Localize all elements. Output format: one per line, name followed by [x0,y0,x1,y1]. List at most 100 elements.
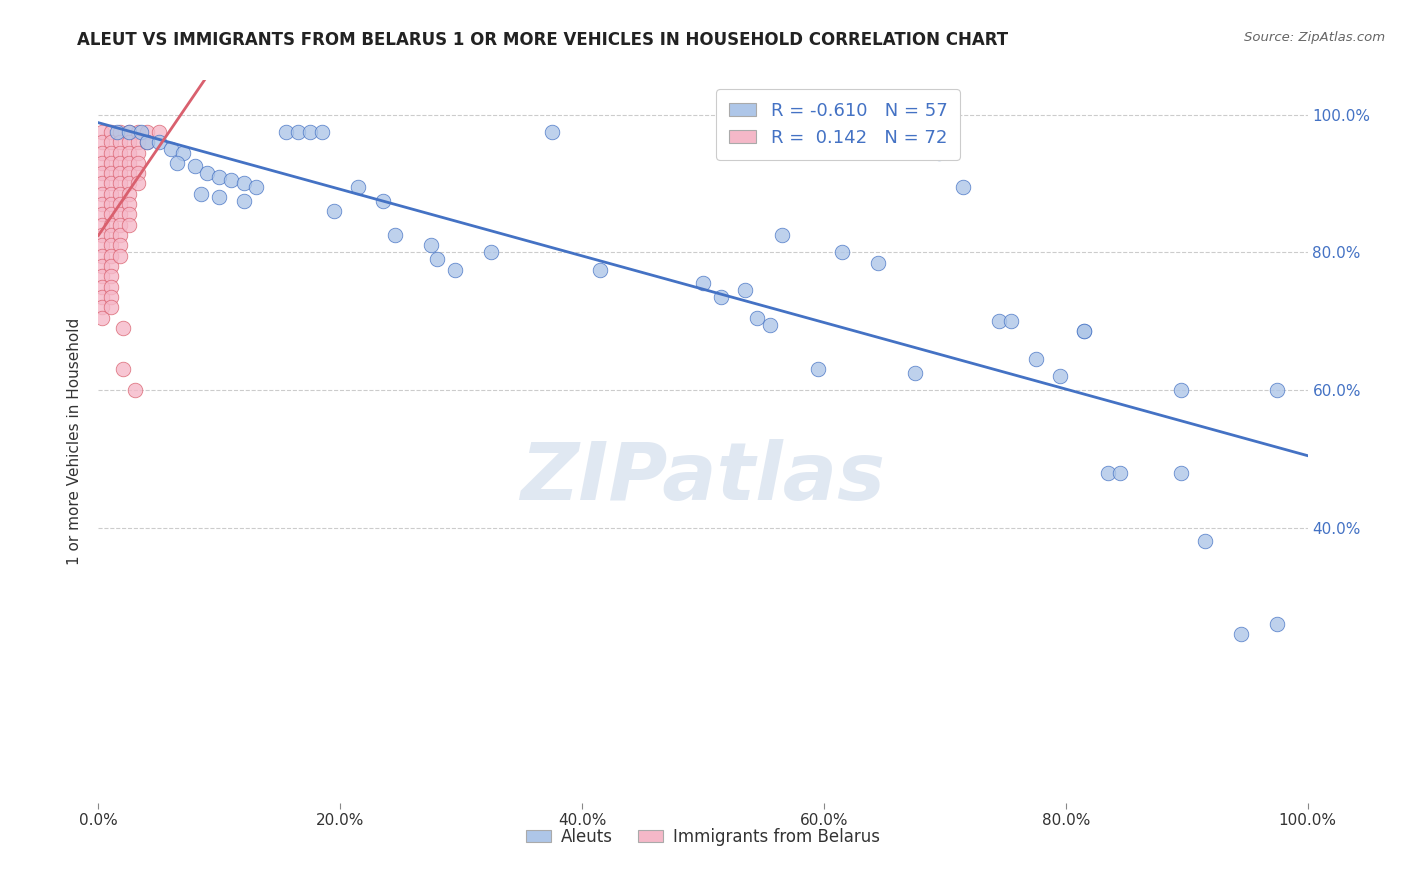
Point [444,262,467,277]
Point [105,125,128,139]
Point [108,145,131,160]
Point [124,383,146,397]
Point [100,197,122,211]
Point [91,207,114,221]
Point [100,301,122,315]
Point [208,169,231,184]
Point [868,255,890,269]
Point [111,362,134,376]
Point [108,125,131,139]
Point [108,177,131,191]
Point [127,177,149,191]
Point [91,310,114,325]
Point [91,249,114,263]
Point [1024,351,1046,366]
Point [135,135,157,149]
Point [1097,466,1119,480]
Point [118,156,141,170]
Point [100,166,122,180]
Point [91,269,114,284]
Point [100,156,122,170]
Point [160,142,183,156]
Point [91,290,114,304]
Point [100,218,122,232]
Point [1049,369,1071,384]
Point [127,145,149,160]
Point [1267,383,1289,397]
Point [91,135,114,149]
Point [172,145,194,160]
Point [299,125,322,139]
Point [1170,383,1192,397]
Point [190,186,212,201]
Point [311,125,333,139]
Point [91,218,114,232]
Point [108,156,131,170]
Point [127,156,149,170]
Point [108,207,131,221]
Point [100,207,122,221]
Point [807,362,830,376]
Point [100,269,122,284]
Point [91,186,114,201]
Point [127,166,149,180]
Point [118,186,141,201]
Point [770,228,793,243]
Point [118,218,141,232]
Point [481,245,503,260]
Point [118,166,141,180]
Point [111,321,134,335]
Text: ALEUT VS IMMIGRANTS FROM BELARUS 1 OR MORE VEHICLES IN HOUSEHOLD CORRELATION CHA: ALEUT VS IMMIGRANTS FROM BELARUS 1 OR MO… [77,31,1008,49]
Point [135,125,157,139]
Point [1073,325,1095,339]
Point [692,277,714,291]
Point [426,252,449,267]
Point [1194,534,1216,549]
Point [91,145,114,160]
Point [1109,466,1132,480]
Point [710,290,733,304]
Point [232,177,254,191]
Point [420,238,443,252]
Legend: Aleuts, Immigrants from Belarus: Aleuts, Immigrants from Belarus [519,821,887,852]
Point [91,197,114,211]
Point [100,177,122,191]
Point [91,238,114,252]
Point [100,135,122,149]
Point [91,301,114,315]
Point [127,135,149,149]
Point [91,259,114,273]
Point [108,218,131,232]
Point [988,314,1011,328]
Point [540,125,562,139]
Point [928,145,950,160]
Point [118,145,141,160]
Point [91,156,114,170]
Point [1000,314,1022,328]
Point [208,190,231,204]
Point [118,135,141,149]
Point [1230,627,1253,641]
Point [108,228,131,243]
Point [108,135,131,149]
Point [100,290,122,304]
Point [232,194,254,208]
Point [1170,466,1192,480]
Point [1267,616,1289,631]
Point [245,180,267,194]
Point [734,283,756,297]
Point [100,145,122,160]
Point [904,366,927,380]
Point [135,135,157,149]
Point [100,259,122,273]
Point [323,204,346,219]
Point [108,186,131,201]
Point [91,279,114,293]
Point [108,238,131,252]
Point [91,177,114,191]
Point [100,249,122,263]
Point [589,262,612,277]
Point [184,159,207,173]
Point [129,125,152,139]
Point [831,245,853,260]
